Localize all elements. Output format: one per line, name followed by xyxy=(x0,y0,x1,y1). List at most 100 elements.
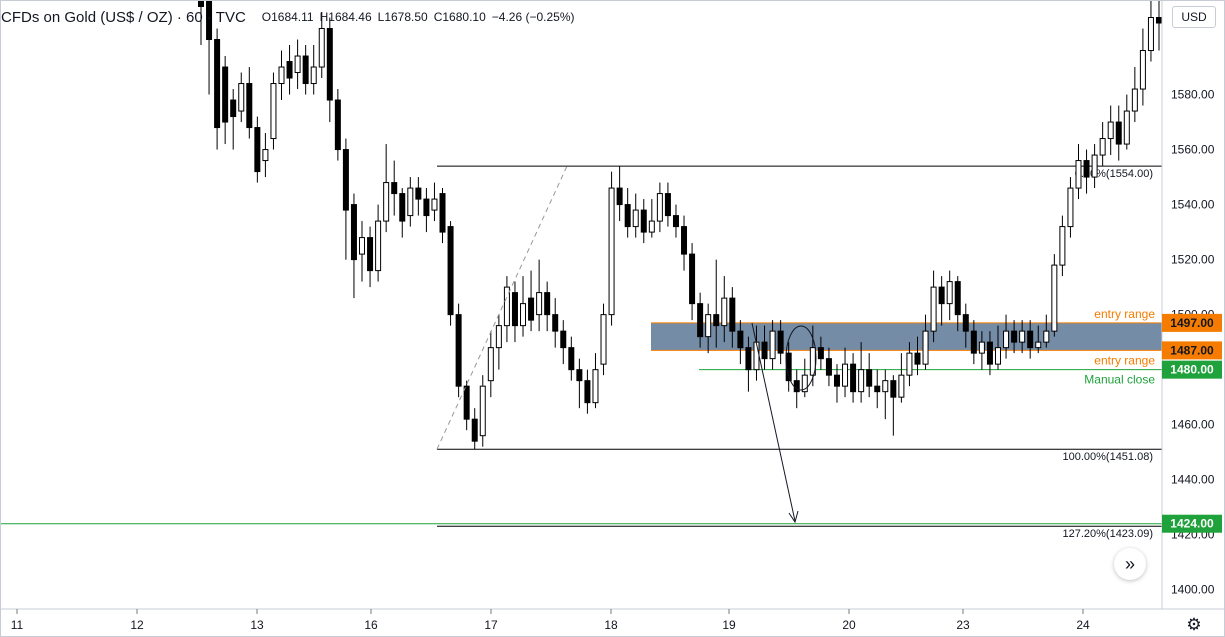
candle[interactable] xyxy=(648,199,655,238)
candle[interactable] xyxy=(777,320,784,365)
symbol-title[interactable]: CFDs on Gold (US$ / OZ) · 60 · TVC xyxy=(1,8,246,26)
candle[interactable] xyxy=(978,331,985,370)
target-arrow-line[interactable] xyxy=(751,322,796,522)
candle[interactable] xyxy=(536,259,543,332)
chart-settings-button[interactable]: ⚙ xyxy=(1183,614,1205,636)
candle[interactable] xyxy=(672,204,679,238)
candle[interactable] xyxy=(616,166,623,222)
candle[interactable] xyxy=(198,1,204,46)
candle[interactable] xyxy=(890,375,897,436)
candle[interactable] xyxy=(407,177,414,227)
candle[interactable] xyxy=(222,56,229,145)
candle[interactable] xyxy=(423,188,430,233)
candle[interactable] xyxy=(576,358,583,409)
candle[interactable] xyxy=(463,380,470,431)
candle[interactable] xyxy=(286,45,293,95)
candle[interactable] xyxy=(544,281,551,332)
candle[interactable] xyxy=(713,259,720,348)
candle[interactable] xyxy=(1131,67,1138,123)
candle[interactable] xyxy=(954,276,961,332)
candle[interactable] xyxy=(528,270,535,332)
candle[interactable] xyxy=(817,336,824,370)
candle[interactable] xyxy=(1019,320,1026,354)
candle[interactable] xyxy=(600,303,607,376)
candle[interactable] xyxy=(511,281,518,343)
candle[interactable] xyxy=(930,270,937,343)
candle[interactable] xyxy=(367,226,374,288)
candle[interactable] xyxy=(238,72,245,123)
candle[interactable] xyxy=(970,320,977,365)
candle[interactable] xyxy=(1051,254,1058,337)
candle[interactable] xyxy=(1107,105,1114,156)
candle[interactable] xyxy=(487,331,494,398)
candle[interactable] xyxy=(246,67,253,139)
candle[interactable] xyxy=(1115,105,1122,161)
currency-button[interactable]: USD xyxy=(1172,6,1216,28)
candle[interactable] xyxy=(801,358,808,398)
candle[interactable] xyxy=(858,342,865,403)
entry-range-zone[interactable] xyxy=(651,322,1162,351)
candle[interactable] xyxy=(962,303,969,348)
candle[interactable] xyxy=(1075,144,1082,200)
candle[interactable] xyxy=(302,45,309,95)
candle[interactable] xyxy=(375,204,382,282)
candle[interactable] xyxy=(230,89,237,150)
candle[interactable] xyxy=(262,133,269,178)
candle[interactable] xyxy=(1139,28,1146,106)
candle[interactable] xyxy=(359,221,366,282)
candle[interactable] xyxy=(326,17,333,123)
candle[interactable] xyxy=(1083,149,1090,194)
candle[interactable] xyxy=(568,336,575,381)
candle[interactable] xyxy=(479,375,486,447)
candle[interactable] xyxy=(278,50,285,101)
candle[interactable] xyxy=(632,193,639,238)
candle[interactable] xyxy=(640,199,647,244)
candle[interactable] xyxy=(503,276,510,343)
candle[interactable] xyxy=(391,160,398,216)
candle[interactable] xyxy=(471,408,478,450)
candle[interactable] xyxy=(1147,1,1154,62)
candle[interactable] xyxy=(1003,314,1010,359)
candle[interactable] xyxy=(737,320,744,365)
candle[interactable] xyxy=(681,215,688,271)
candle[interactable] xyxy=(938,276,945,326)
candle[interactable] xyxy=(729,287,736,348)
candle[interactable] xyxy=(552,298,559,348)
candle[interactable] xyxy=(946,270,953,321)
candle[interactable] xyxy=(1123,94,1130,150)
candle[interactable] xyxy=(584,369,591,414)
candle[interactable] xyxy=(520,276,527,337)
candle[interactable] xyxy=(1067,177,1074,238)
candle[interactable] xyxy=(447,221,454,326)
candle[interactable] xyxy=(664,182,671,227)
candle[interactable] xyxy=(1043,314,1050,348)
candle[interactable] xyxy=(334,89,341,161)
candle[interactable] xyxy=(914,336,921,376)
candle[interactable] xyxy=(608,171,615,326)
candle[interactable] xyxy=(214,28,221,150)
candle[interactable] xyxy=(745,336,752,392)
candle[interactable] xyxy=(882,369,889,420)
candle[interactable] xyxy=(874,369,881,409)
candle[interactable] xyxy=(994,325,1001,370)
highlight-circle[interactable] xyxy=(785,325,817,391)
candle[interactable] xyxy=(1035,325,1042,354)
candle[interactable] xyxy=(761,325,768,370)
candle[interactable] xyxy=(656,182,663,233)
candle[interactable] xyxy=(294,39,301,90)
candle[interactable] xyxy=(270,72,277,150)
candle[interactable] xyxy=(310,45,317,95)
scroll-to-realtime-button[interactable]: » xyxy=(1114,548,1146,580)
symbol-legend[interactable]: CFDs on Gold (US$ / OZ) · 60 · TVC O1684… xyxy=(1,7,575,27)
candle[interactable] xyxy=(624,188,631,238)
candle[interactable] xyxy=(1011,320,1018,354)
candle[interactable] xyxy=(431,182,438,222)
candle[interactable] xyxy=(415,177,422,216)
candle[interactable] xyxy=(1091,144,1098,189)
candle[interactable] xyxy=(809,325,816,387)
candle[interactable] xyxy=(206,1,213,95)
candle[interactable] xyxy=(560,320,567,365)
candle[interactable] xyxy=(1059,215,1066,277)
candle[interactable] xyxy=(986,331,993,376)
